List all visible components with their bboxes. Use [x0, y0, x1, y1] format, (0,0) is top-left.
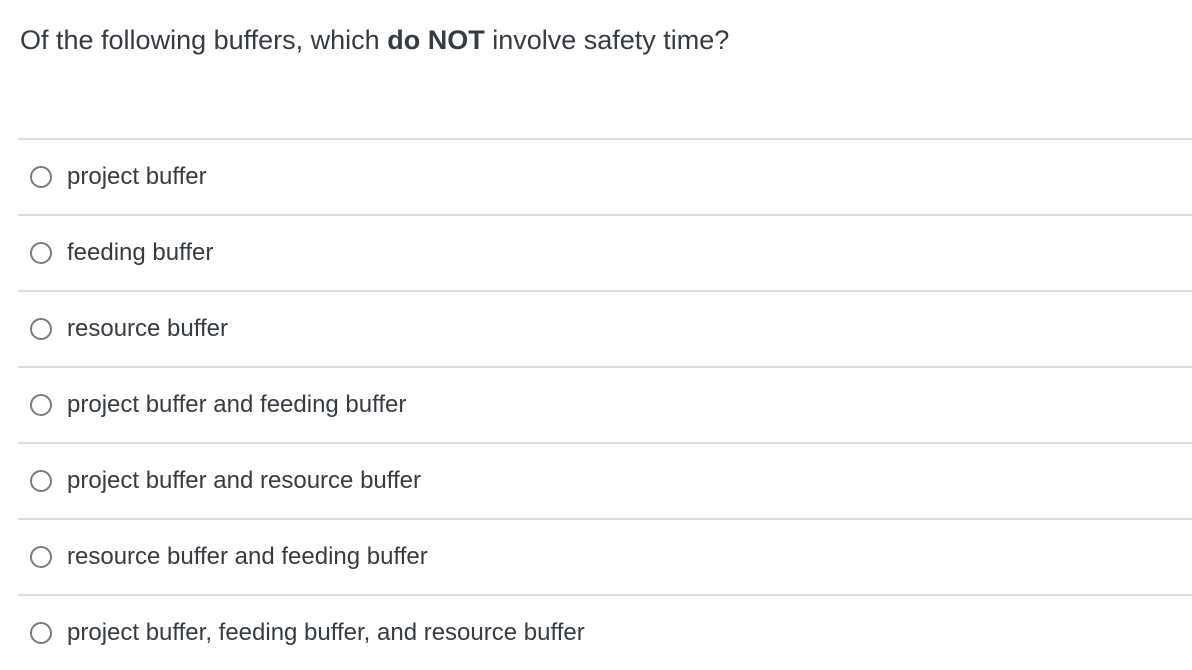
option-label[interactable]: resource buffer and feeding buffer: [67, 542, 428, 570]
option-label[interactable]: project buffer and resource buffer: [67, 466, 421, 494]
option-label[interactable]: project buffer: [67, 162, 207, 190]
answer-option[interactable]: resource buffer and feeding buffer: [18, 518, 1192, 594]
option-label[interactable]: feeding buffer: [67, 238, 214, 266]
answer-option[interactable]: resource buffer: [18, 290, 1192, 366]
radio-button[interactable]: [30, 394, 52, 416]
option-label[interactable]: project buffer and feeding buffer: [67, 390, 407, 418]
question-bold-emphasis: do NOT: [387, 25, 485, 55]
radio-button[interactable]: [30, 546, 52, 568]
question-text: Of the following buffers, which do NOT i…: [20, 24, 1172, 58]
radio-button[interactable]: [30, 470, 52, 492]
answer-option[interactable]: project buffer: [18, 138, 1192, 214]
answer-option[interactable]: project buffer and feeding buffer: [18, 366, 1192, 442]
answer-option[interactable]: project buffer and resource buffer: [18, 442, 1192, 518]
option-label[interactable]: resource buffer: [67, 314, 228, 342]
answer-options-list: project buffer feeding buffer resource b…: [18, 138, 1192, 670]
option-label[interactable]: project buffer, feeding buffer, and reso…: [67, 618, 585, 646]
radio-button[interactable]: [30, 318, 52, 340]
radio-button[interactable]: [30, 242, 52, 264]
question-suffix: involve safety time?: [484, 25, 730, 55]
radio-button[interactable]: [30, 622, 52, 644]
radio-button[interactable]: [30, 166, 52, 188]
question-prefix: Of the following buffers, which: [20, 25, 388, 55]
answer-option[interactable]: project buffer, feeding buffer, and reso…: [18, 594, 1192, 670]
answer-option[interactable]: feeding buffer: [18, 214, 1192, 290]
